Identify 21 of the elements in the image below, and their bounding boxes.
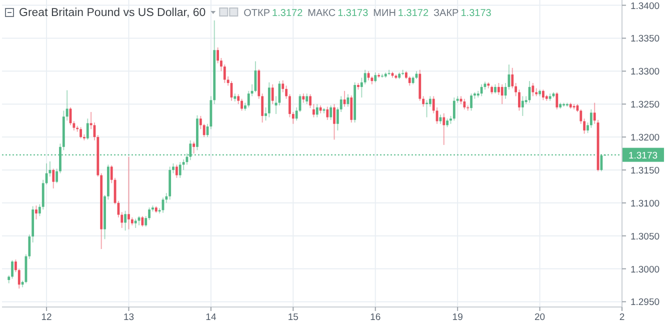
y-tick-label: 1.3000 [630, 264, 660, 276]
x-tick-label: 16 [370, 312, 381, 323]
x-tick-label: 2 [619, 312, 625, 323]
x-tick-label: 12 [41, 312, 52, 323]
x-tick-label: 20 [534, 312, 546, 323]
x-tick-label: 15 [288, 312, 298, 323]
x-tick-label: 19 [452, 312, 463, 323]
y-tick-label: 1.3250 [630, 100, 660, 111]
y-tick-label: 1.2950 [630, 297, 660, 308]
x-tick-label: 13 [123, 312, 134, 323]
y-tick-label: 1.3300 [630, 66, 660, 78]
text: Great Britain Pound vs US Dollar, 60 [19, 7, 206, 19]
x-tick-label: 14 [206, 312, 216, 323]
y-tick-label: 1.3100 [630, 198, 660, 210]
y-tick-label: 1.3200 [630, 132, 660, 144]
y-tick-label: 1.3350 [630, 34, 660, 45]
y-tick-label: 1.3400 [630, 0, 660, 12]
ref-line-label: 1.3173 [628, 150, 658, 162]
y-tick-label: 1.3150 [630, 165, 660, 176]
text: ОТКР 1.3172 МАКС 1.3173 МИН 1.3172 ЗАКР 1.3173 [244, 8, 492, 19]
y-tick-label: 1.3050 [630, 231, 660, 242]
